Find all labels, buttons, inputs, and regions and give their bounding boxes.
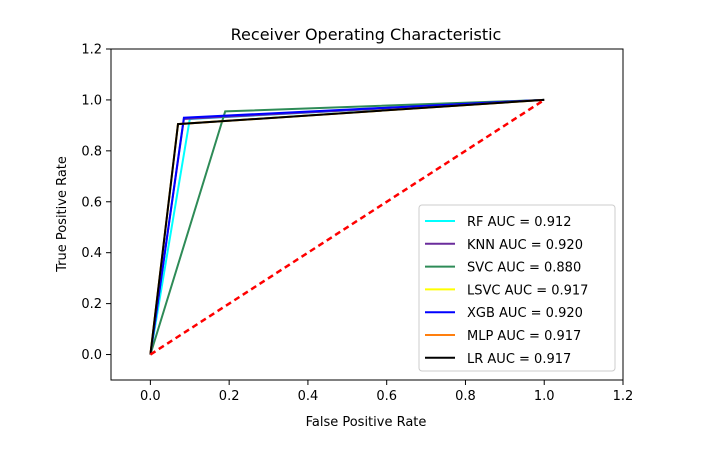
y-tick-label: 0.0 [81,348,102,363]
legend-box [418,204,616,372]
legend: RF AUC = 0.912 KNN AUC = 0.920 SVC AUC = 0… [418,204,616,372]
x-ticks: 0.0 0.2 0.4 0.6 0.8 1.0 1.2 [140,380,633,404]
y-tick-label: 0.2 [81,297,102,312]
series-line-6 [149,98,545,355]
y-ticks: 0.0 0.2 0.4 0.6 0.8 1.0 1.2 [81,43,111,363]
x-tick-label: 0.2 [219,389,240,404]
axes-frame [110,48,624,381]
y-tick-label: 0.6 [81,195,102,210]
legend-label-3: LSVC AUC = 0.917 [467,283,588,298]
reference-line [149,98,545,356]
x-tick-label: 0.4 [298,389,319,404]
series-line-4 [149,98,545,355]
y-tick-label: 0.8 [81,144,102,159]
legend-label-1: KNN AUC = 0.920 [467,238,583,253]
x-tick-label: 0.0 [140,389,161,404]
legend-label-2: SVC AUC = 0.880 [467,261,581,276]
y-tick-label: 1.0 [81,93,102,108]
legend-label-4: XGB AUC = 0.920 [467,306,583,321]
legend-label-0: RF AUC = 0.912 [467,215,572,230]
y-tick-label: 1.2 [81,43,102,58]
x-tick-label: 1.0 [534,389,555,404]
reference-layer [149,98,545,356]
y-axis-label: True Positive Rate [55,156,70,273]
x-tick-label: 0.8 [455,389,476,404]
legend-label-6: LR AUC = 0.917 [467,352,571,367]
series-line-2 [149,98,545,355]
x-tick-label: 0.6 [376,389,397,404]
legend-label-5: MLP AUC = 0.917 [467,329,581,344]
x-axis-label: False Positive Rate [306,415,427,430]
x-tick-label: 1.2 [613,389,634,404]
series-layer [149,98,545,355]
chart-title: Receiver Operating Characteristic [231,25,502,44]
y-tick-label: 0.4 [81,246,102,261]
